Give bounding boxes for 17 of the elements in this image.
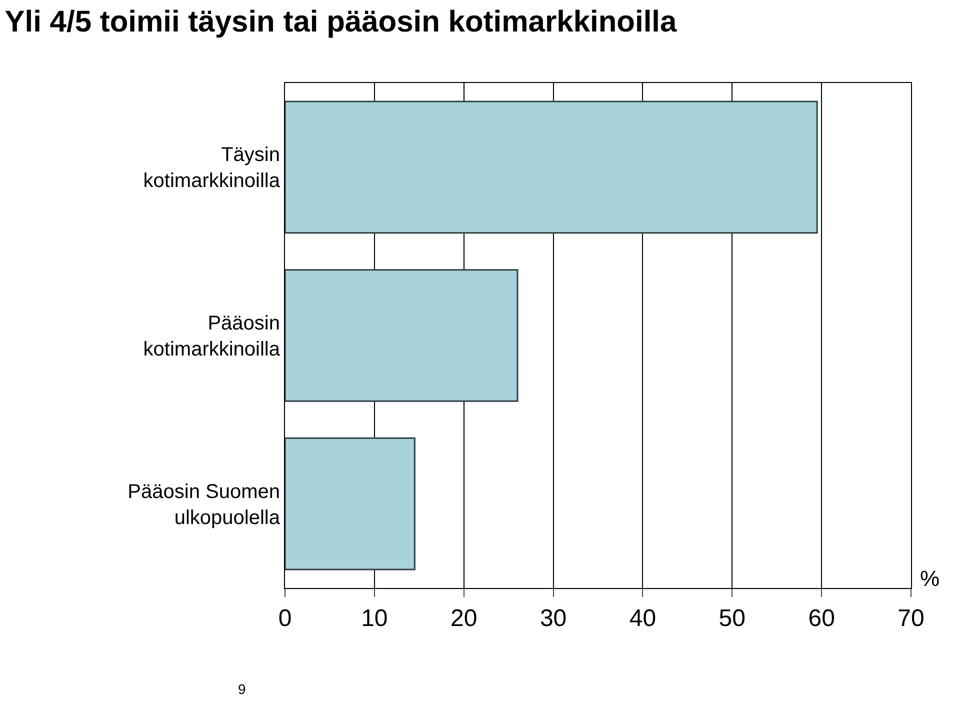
x-axis-title: % (920, 566, 940, 591)
chart-title: Yli 4/5 toimii täysin tai pääosin kotimarkkinoilla (4, 6, 677, 39)
bar (285, 437, 416, 570)
bar (285, 100, 818, 234)
x-tick-label: 30 (540, 604, 567, 632)
x-tick-label: 60 (808, 604, 835, 632)
x-tick-label: 0 (278, 604, 292, 632)
x-tick-label: 50 (718, 604, 746, 632)
x-tick-label: 10 (361, 604, 388, 632)
x-tick-label: 40 (629, 604, 656, 632)
y-tick-label: Pääosin Suomen ulkopuolella (128, 480, 281, 529)
x-tick-label: 70 (898, 604, 924, 632)
text: 9 (238, 681, 246, 697)
bar (285, 269, 518, 402)
y-tick-label: Täysin kotimarkkinoilla (143, 144, 281, 192)
y-tick-label: Pääosin kotimarkkinoilla (143, 312, 281, 360)
x-tick-label: 20 (450, 604, 478, 632)
